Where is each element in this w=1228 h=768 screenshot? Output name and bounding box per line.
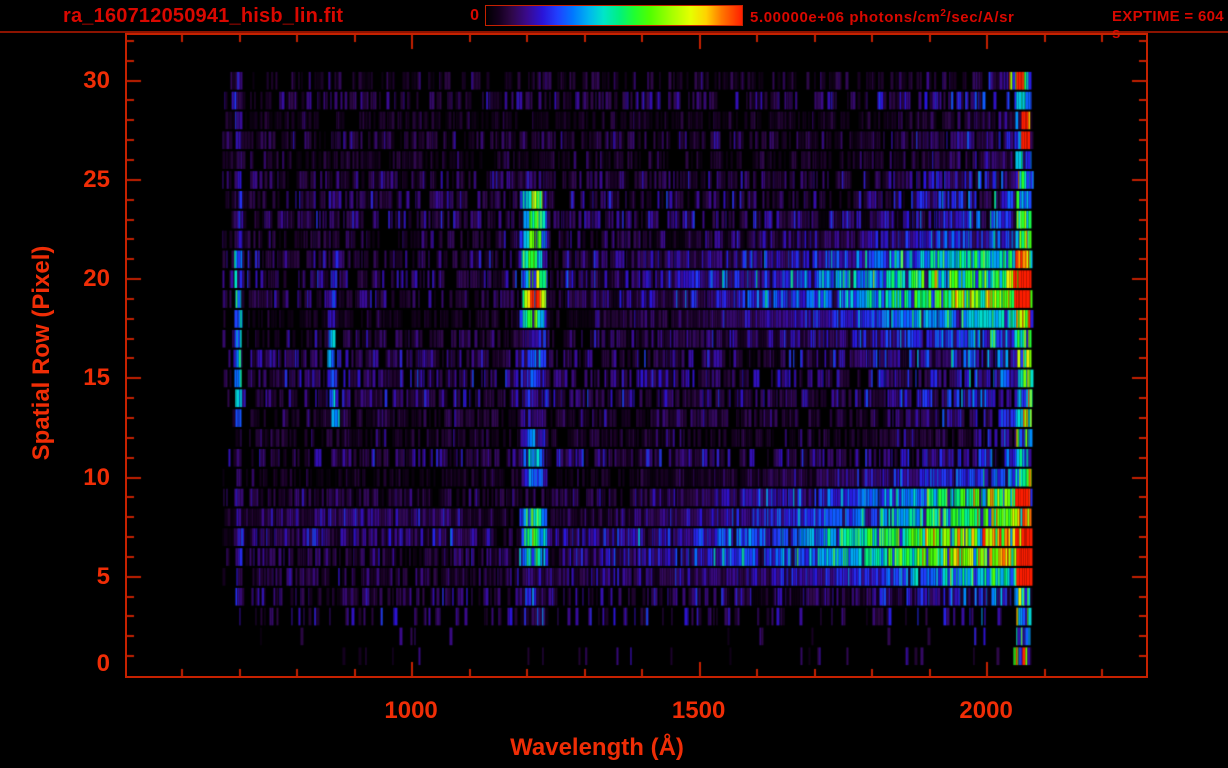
- y-tick-label: 25: [83, 165, 110, 193]
- colorbar-gradient: [486, 6, 742, 25]
- plot-title: ra_160712050941_hisb_lin.fit: [63, 5, 344, 27]
- colorbar-units-superscript: 2: [940, 8, 947, 19]
- y-tick-label: 20: [83, 265, 110, 293]
- x-tick-label: 1500: [671, 697, 726, 724]
- spectral-image-canvas: [127, 35, 1146, 676]
- colorbar-max-value: 5.00000e+06 photons/cm: [750, 9, 941, 26]
- colorbar: [485, 5, 743, 26]
- colorbar-max-units-label: 5.00000e+06 photons/cm2/sec/A/sr: [750, 8, 1015, 26]
- plot-frame: [125, 33, 1148, 678]
- colorbar-units-suffix: /sec/A/sr: [946, 9, 1015, 26]
- y-tick-label: 10: [83, 463, 110, 491]
- y-tick-label: 5: [96, 562, 110, 590]
- header-divider-line: [0, 31, 1228, 33]
- x-tick-label: 2000: [959, 697, 1013, 724]
- y-tick-label: 0: [96, 650, 110, 677]
- y-tick-label: 30: [83, 66, 110, 94]
- x-tick-label: 1000: [384, 697, 438, 724]
- x-axis-title: Wavelength (Å): [510, 734, 684, 761]
- y-tick-label: 15: [83, 364, 110, 392]
- colorbar-min-label: 0: [470, 7, 479, 24]
